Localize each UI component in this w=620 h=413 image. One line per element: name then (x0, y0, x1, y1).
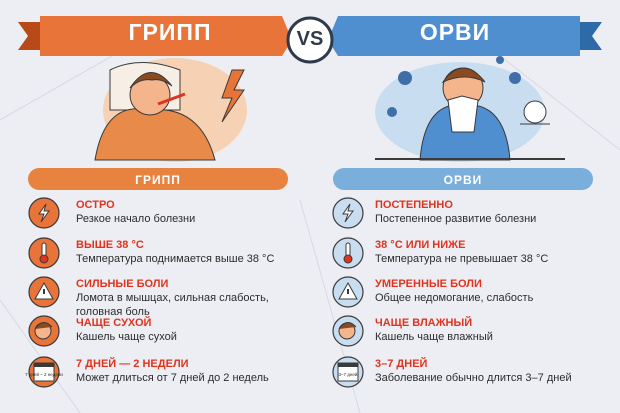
item-title: ВЫШЕ 38 °С (76, 239, 144, 251)
item-title: ОСТРО (76, 199, 115, 211)
item-text: Кашель чаще влажный (375, 331, 493, 343)
cold-illustration (375, 56, 565, 162)
item-text: Температура поднимается выше 38 °С (76, 253, 275, 265)
item-text: Может длиться от 7 дней до 2 недель (76, 372, 269, 384)
item-title: ЧАЩЕ ВЛАЖНЫЙ (375, 317, 473, 329)
item-icon (28, 197, 60, 229)
item-text: Кашель чаще сухой (76, 331, 177, 343)
item-title: СИЛЬНЫЕ БОЛИ (76, 278, 169, 290)
right-bar (333, 168, 593, 190)
column-title: ОРВИ (443, 173, 483, 187)
item-icon (28, 276, 60, 308)
item-text: Заболевание обычно длится 3–7 дней (375, 372, 572, 384)
vs-label: VS (296, 28, 324, 50)
item-title: ПОСТЕПЕННО (375, 199, 453, 211)
left-ribbon (18, 16, 292, 56)
item-text: Резкое начало болезни (76, 213, 196, 225)
right-ribbon (328, 16, 602, 56)
item-icon: 3–7 дней (332, 356, 364, 388)
item-title: ЧАЩЕ СУХОЙ (76, 317, 152, 329)
item-title: 3–7 ДНЕЙ (375, 358, 428, 370)
vs-circle (286, 16, 334, 64)
item-title: 38 °С ИЛИ НИЖЕ (375, 239, 466, 251)
icon-glyph (343, 254, 353, 264)
item-icon (332, 276, 364, 308)
item-text: Постепенное развитие болезни (375, 213, 537, 225)
icon-glyph (338, 322, 357, 330)
item-text: Общее недомогание, слабость (375, 292, 534, 304)
item-icon (332, 315, 364, 347)
icon-glyph (39, 254, 49, 264)
right-header: ОРВИ (419, 19, 491, 45)
item-text: Температура не превышает 38 °С (375, 253, 549, 265)
icon-label: 3–7 дней (339, 371, 358, 377)
left-header: ГРИПП (128, 19, 212, 45)
item-icon (28, 237, 60, 269)
item-title: УМЕРЕННЫЕ БОЛИ (375, 278, 482, 290)
flu-illustration (94, 58, 247, 162)
column-title: ГРИПП (135, 173, 181, 187)
icon-glyph (342, 203, 354, 223)
icon-glyph (34, 322, 53, 330)
icon-glyph (338, 363, 358, 367)
icon-glyph (34, 363, 54, 367)
icon-label: 7 дней – 2 недели (25, 371, 63, 377)
item-icon: 7 дней – 2 недели (25, 356, 63, 388)
item-title: 7 ДНЕЙ — 2 НЕДЕЛИ (76, 358, 189, 370)
item-icon (28, 315, 60, 347)
item-icon (332, 197, 364, 229)
item-icon (332, 237, 364, 269)
icon-glyph (38, 203, 50, 223)
left-bar (28, 168, 288, 190)
item-text: Ломота в мышцах, сильная слабость, голов… (76, 292, 269, 318)
